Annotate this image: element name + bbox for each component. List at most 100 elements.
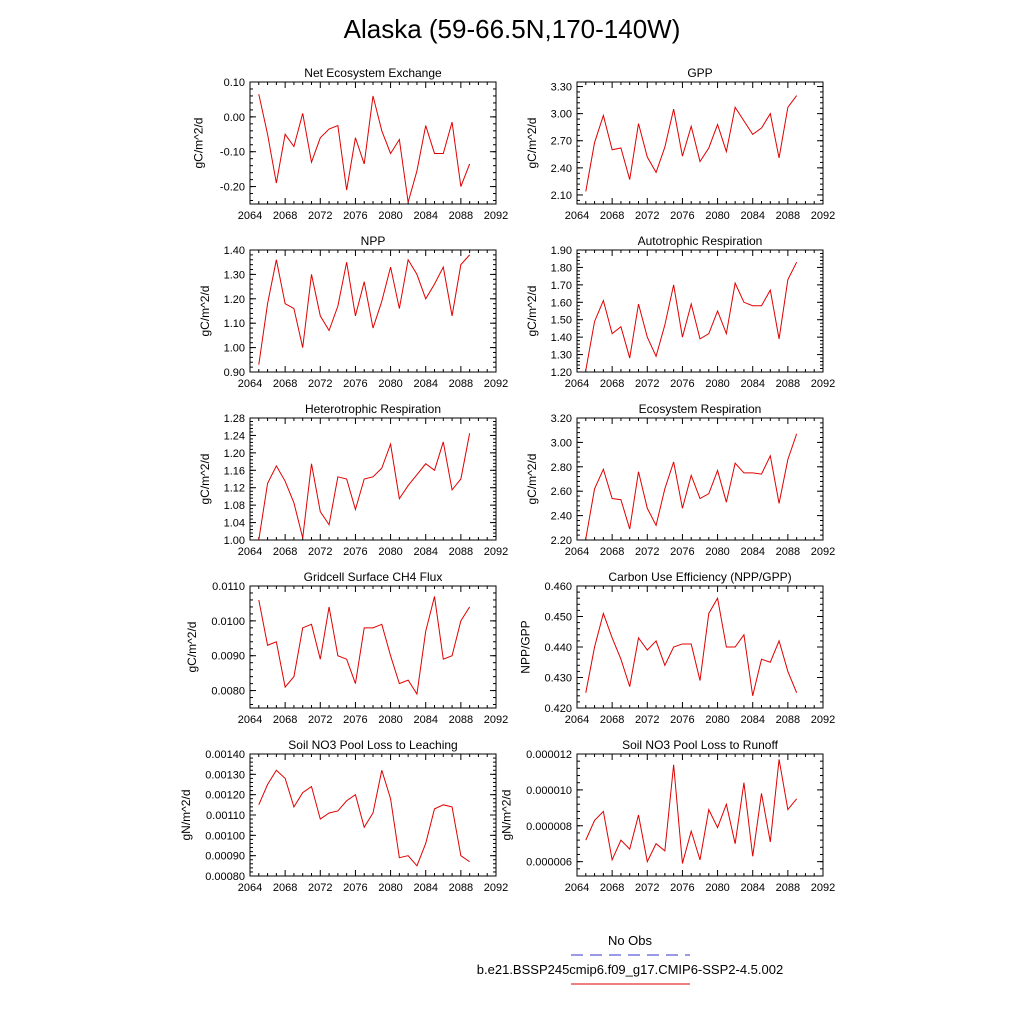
- y-tick-label: 2.20: [551, 535, 572, 547]
- x-tick-label: 2072: [308, 546, 332, 558]
- x-tick-label: 2084: [740, 714, 764, 726]
- x-tick-label: 2084: [740, 882, 764, 894]
- x-tick-label: 2068: [273, 714, 297, 726]
- x-tick-label: 2092: [484, 882, 508, 894]
- legend-model-label: b.e21.BSSP245cmip6.f09_g17.CMIP6-SSP2-4.…: [477, 962, 783, 977]
- x-tick-label: 2064: [238, 882, 262, 894]
- y-tick-label: 0.00080: [205, 871, 245, 883]
- x-tick-label: 2064: [565, 714, 589, 726]
- y-tick-label: 1.20: [551, 367, 572, 379]
- series-line: [258, 94, 471, 203]
- y-tick-label: 0.0100: [211, 616, 245, 628]
- y-tick-label: 1.40: [551, 332, 572, 344]
- panel-title: Autotrophic Respiration: [638, 234, 763, 248]
- x-tick-label: 2080: [378, 210, 402, 222]
- x-tick-label: 2080: [378, 714, 402, 726]
- y-tick-label: 0.000010: [526, 785, 572, 797]
- x-tick-label: 2076: [670, 378, 694, 390]
- y-tick-label: 2.80: [551, 462, 572, 474]
- y-tick-label: 2.60: [551, 486, 572, 498]
- y-tick-label: 2.40: [551, 163, 572, 175]
- x-tick-label: 2076: [343, 546, 367, 558]
- chart-panel-5: Heterotrophic Respiration 2064 2068 2072 207…: [198, 402, 508, 558]
- panel-title: GPP: [687, 66, 712, 80]
- x-tick-label: 2088: [776, 210, 800, 222]
- x-tick-label: 2064: [238, 546, 262, 558]
- x-tick-label: 2092: [484, 378, 508, 390]
- panel-title: Carbon Use Efficiency (NPP/GPP): [608, 570, 791, 584]
- x-tick-label: 2092: [811, 378, 835, 390]
- x-tick-label: 2076: [670, 714, 694, 726]
- x-tick-label: 2072: [635, 378, 659, 390]
- x-tick-label: 2072: [635, 210, 659, 222]
- x-tick-label: 2084: [740, 378, 764, 390]
- x-tick-label: 2080: [378, 378, 402, 390]
- plot-frame: [576, 81, 824, 205]
- figure-title: Alaska (59-66.5N,170-140W): [344, 14, 681, 44]
- y-tick-label: 0.440: [544, 642, 572, 654]
- y-tick-label: 1.20: [224, 448, 245, 460]
- x-tick-label: 2092: [484, 714, 508, 726]
- y-tick-label: 0.420: [544, 703, 572, 715]
- x-tick-label: 2064: [565, 882, 589, 894]
- panels: Net Ecosystem Exchange 2064 2068 2072 2076 20…: [179, 66, 835, 894]
- y-tick-label: 0.00: [224, 112, 245, 124]
- x-tick-label: 2064: [565, 210, 589, 222]
- x-tick-label: 2092: [811, 210, 835, 222]
- chart-panel-8: Carbon Use Efficiency (NPP/GPP) 2064 2068 2…: [519, 570, 836, 726]
- x-tick-label: 2064: [238, 210, 262, 222]
- x-tick-label: 2068: [273, 546, 297, 558]
- panel-title: Heterotrophic Respiration: [305, 402, 441, 416]
- y-tick-label: 0.00120: [205, 790, 245, 802]
- plot-frame: [576, 417, 824, 541]
- x-tick-label: 2084: [413, 210, 437, 222]
- x-tick-label: 2080: [705, 210, 729, 222]
- x-tick-label: 2064: [238, 378, 262, 390]
- x-tick-label: 2068: [273, 378, 297, 390]
- plot-frame: [249, 417, 497, 541]
- x-tick-label: 2072: [635, 714, 659, 726]
- series-line: [258, 596, 471, 696]
- y-tick-label: 0.00090: [205, 851, 245, 863]
- x-tick-label: 2068: [273, 210, 297, 222]
- y-tick-label: 3.00: [551, 109, 572, 121]
- panel-title: Gridcell Surface CH4 Flux: [304, 570, 443, 584]
- plot-frame: [249, 753, 497, 877]
- x-tick-label: 2076: [343, 714, 367, 726]
- x-tick-label: 2084: [740, 546, 764, 558]
- x-tick-label: 2064: [565, 546, 589, 558]
- y-tick-label: 0.000012: [526, 749, 572, 761]
- x-tick-label: 2084: [740, 210, 764, 222]
- x-tick-label: 2084: [413, 378, 437, 390]
- y-tick-label: 1.16: [224, 465, 245, 477]
- y-tick-label: 0.0080: [211, 686, 245, 698]
- y-tick-label: 0.10: [224, 77, 245, 89]
- y-tick-label: 1.10: [224, 318, 245, 330]
- x-tick-label: 2088: [449, 882, 473, 894]
- chart-panel-3: NPP 2064 2068 2072 2076 2080 2084 2088 2092 0.90 1…: [198, 234, 508, 390]
- y-tick-label: 1.08: [224, 500, 245, 512]
- y-tick-label: 1.28: [224, 413, 245, 425]
- y-tick-label: 1.12: [224, 483, 245, 495]
- x-tick-label: 2088: [776, 714, 800, 726]
- x-tick-label: 2088: [449, 546, 473, 558]
- x-tick-label: 2080: [705, 714, 729, 726]
- series-line: [258, 769, 470, 867]
- legend: No Obs b.e21.BSSP245cmip6.f09_g17.CMIP6-…: [477, 933, 783, 985]
- y-tick-label: 0.00110: [206, 810, 245, 822]
- x-tick-label: 2092: [484, 546, 508, 558]
- y-tick-label: 1.70: [551, 280, 572, 292]
- y-tick-label: 1.60: [551, 297, 572, 309]
- x-tick-label: 2076: [670, 546, 694, 558]
- plot-frame: [576, 585, 824, 709]
- y-axis-label: gC/m^2/d: [192, 118, 206, 169]
- x-tick-label: 2068: [600, 714, 624, 726]
- x-tick-label: 2064: [238, 714, 262, 726]
- y-tick-label: 3.20: [551, 413, 572, 425]
- x-tick-label: 2092: [811, 546, 835, 558]
- x-tick-label: 2084: [413, 546, 437, 558]
- x-tick-label: 2088: [776, 882, 800, 894]
- y-tick-label: 2.70: [551, 136, 572, 148]
- x-tick-label: 2084: [413, 714, 437, 726]
